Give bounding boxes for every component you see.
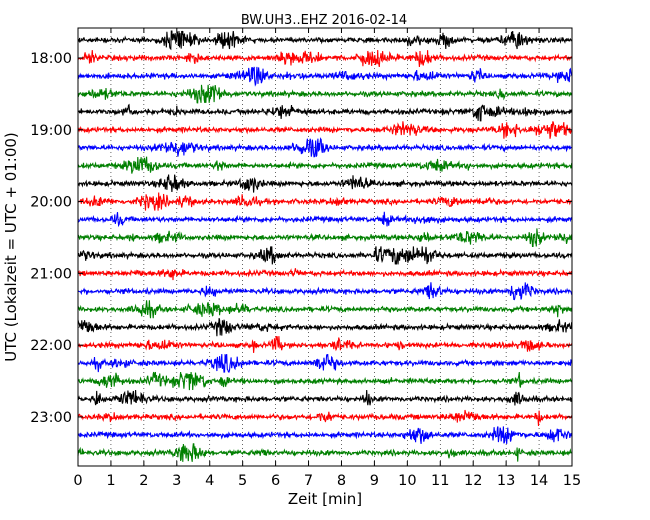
seismic-trace (77, 268, 573, 281)
x-axis-label: Zeit [min] (288, 490, 362, 508)
x-tick-label: 1 (106, 473, 115, 489)
seismic-trace (77, 228, 573, 247)
x-axis-ticks: 0 1 2 3 4 5 6 7 8 9 10 11 12 13 14 15 (73, 28, 581, 489)
seismic-traces (77, 30, 573, 462)
x-tick-label: 2 (139, 473, 148, 489)
seismic-trace (77, 318, 573, 337)
x-tick-label: 14 (530, 473, 548, 489)
seismic-trace (77, 426, 573, 444)
x-tick-label: 9 (370, 473, 379, 489)
seismic-trace (77, 371, 573, 391)
x-tick-label: 13 (497, 473, 515, 489)
plot-frame (77, 27, 573, 467)
x-tick-label: 5 (238, 473, 247, 489)
x-tick-label: 3 (172, 473, 181, 489)
seismic-trace (77, 49, 573, 68)
y-tick-label: 20:00 (30, 195, 72, 211)
y-axis-label: UTC (Lokalzeit = UTC + 01:00) (2, 132, 20, 362)
x-tick-label: 11 (431, 473, 449, 489)
seismic-trace (77, 300, 573, 319)
x-tick-label: 12 (464, 473, 482, 489)
seismic-trace (77, 137, 573, 158)
seismic-trace (77, 103, 573, 122)
y-tick-label: 21:00 (30, 266, 72, 282)
seismic-trace (77, 84, 573, 104)
y-tick-label: 22:00 (30, 338, 72, 354)
y-tick-label: 19:00 (30, 123, 72, 139)
seismic-trace (77, 192, 573, 211)
chart-title: BW.UH3..EHZ 2016-02-14 (241, 13, 407, 28)
x-tick-label: 10 (398, 473, 416, 489)
seismic-trace (77, 30, 573, 51)
seismic-trace (77, 443, 573, 462)
y-axis-ticks: 18:00 19:00 20:00 21:00 22:00 23:00 (30, 51, 572, 426)
seismic-trace (77, 282, 573, 301)
x-tick-label: 0 (73, 473, 82, 489)
seismic-trace (77, 409, 573, 426)
seismic-trace (77, 246, 573, 265)
y-tick-label: 18:00 (30, 51, 72, 67)
x-tick-label: 15 (563, 473, 581, 489)
seismic-trace (77, 66, 573, 87)
seismic-trace (77, 353, 573, 373)
seismic-trace (77, 174, 573, 193)
seismic-trace (77, 156, 573, 174)
seismic-trace (77, 389, 573, 406)
seismic-trace (77, 336, 573, 353)
x-tick-label: 6 (271, 473, 280, 489)
seismic-trace (77, 121, 573, 139)
seismic-trace (77, 211, 573, 228)
x-tick-label: 7 (304, 473, 313, 489)
y-tick-label: 23:00 (30, 410, 72, 426)
x-tick-label: 4 (205, 473, 214, 489)
x-tick-label: 8 (337, 473, 346, 489)
